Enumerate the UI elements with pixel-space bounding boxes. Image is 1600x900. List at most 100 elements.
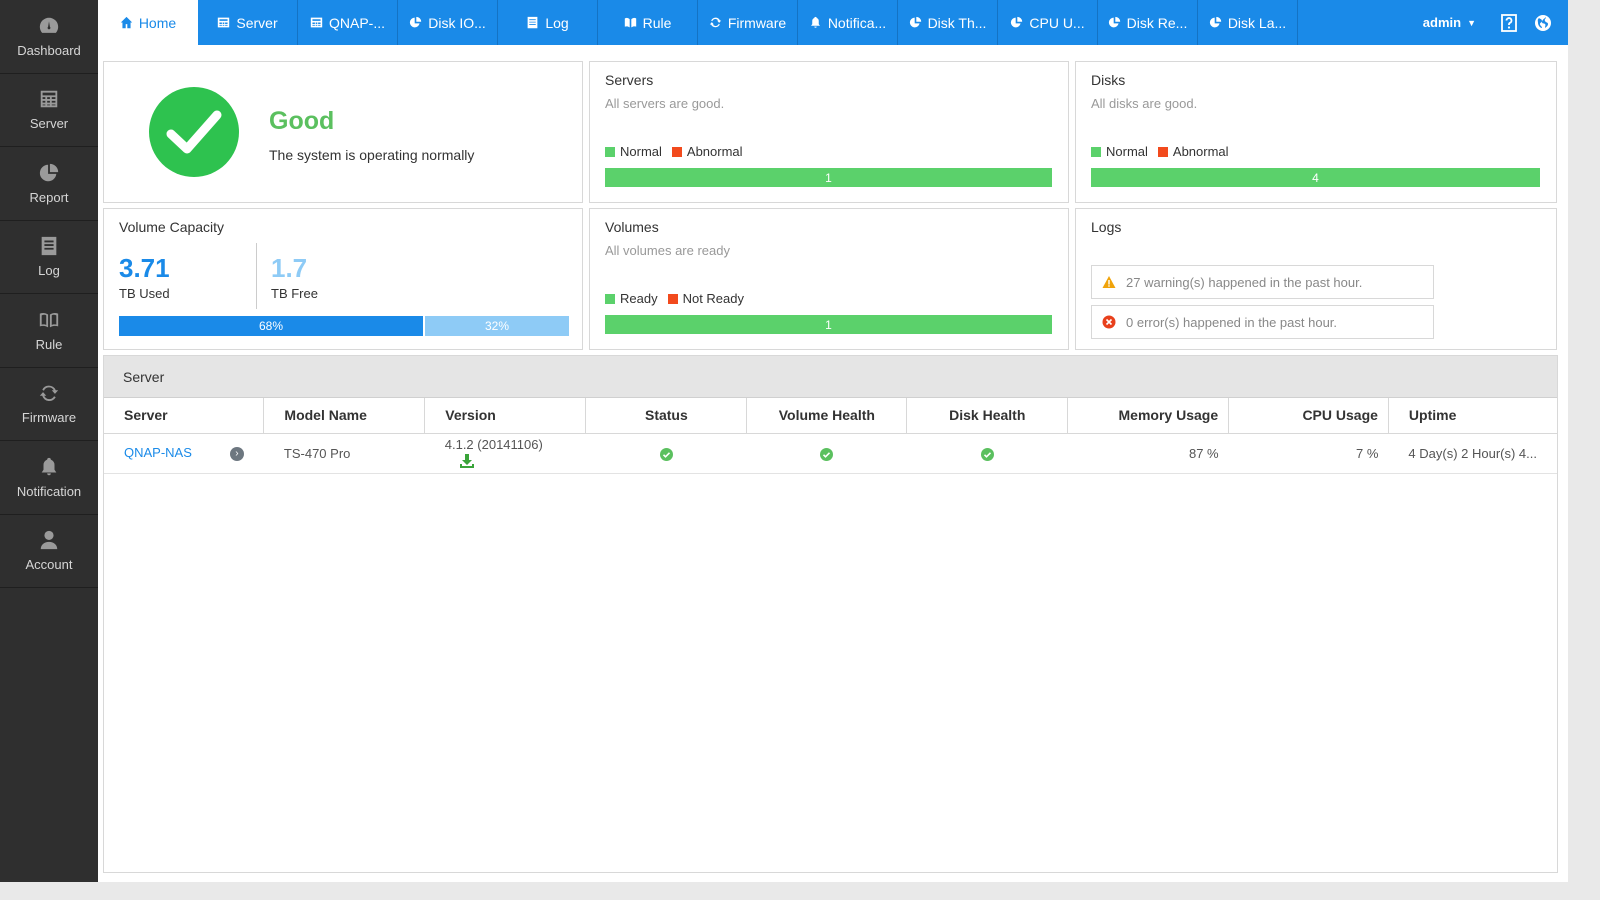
status-text: The system is operating normally xyxy=(269,147,475,163)
tab-label: Server xyxy=(236,14,278,31)
sidebar-item-report[interactable]: Report xyxy=(0,147,98,221)
system-status-card: Good The system is operating normally xyxy=(103,61,583,203)
sidebar-item-server[interactable]: Server xyxy=(0,74,98,147)
tab-notification[interactable]: Notifica... xyxy=(798,0,898,45)
home-icon xyxy=(120,16,132,29)
card-title: Logs xyxy=(1091,219,1122,235)
version-text: 4.1.2 (20141106) xyxy=(444,437,543,453)
volumes-status-bar[interactable]: 1 xyxy=(605,315,1052,334)
legend: Ready Not Ready xyxy=(605,291,754,306)
volume-health-cell xyxy=(746,433,907,474)
version-cell: 4.1.2 (20141106) xyxy=(424,433,586,474)
sidebar-item-label: Rule xyxy=(35,336,63,352)
servers-card: Servers All servers are good. Normal Abn… xyxy=(589,61,1069,203)
tab-label: QNAP-... xyxy=(328,14,385,31)
card-subtitle: All volumes are ready xyxy=(605,243,730,258)
status-title: Good xyxy=(269,107,335,135)
uptime-cell: 4 Day(s) 2 Hour(s) 4... xyxy=(1388,433,1557,474)
book-icon xyxy=(39,312,59,328)
tab-disk-io[interactable]: Disk IO... xyxy=(398,0,498,45)
column-header-volume-health[interactable]: Volume Health xyxy=(746,398,908,434)
globe-icon[interactable] xyxy=(1534,14,1552,32)
card-title: Servers xyxy=(605,72,654,88)
tab-label: Rule xyxy=(642,14,672,31)
user-menu[interactable]: admin ▼ xyxy=(1423,15,1476,30)
tab-disk-latency[interactable]: Disk La... xyxy=(1198,0,1298,45)
column-header-uptime[interactable]: Uptime xyxy=(1388,398,1557,434)
check-circle-icon xyxy=(659,447,673,461)
tab-disk-throughput[interactable]: Disk Th... xyxy=(898,0,998,45)
error-text: 0 error(s) happened in the past hour. xyxy=(1126,314,1338,330)
user-name: admin xyxy=(1422,15,1462,30)
sidebar-item-dashboard[interactable]: Dashboard xyxy=(0,0,98,74)
volume-capacity-card: Volume Capacity 3.71 TB Used 1.7 TB Free… xyxy=(103,208,583,350)
sidebar-item-notification[interactable]: Notification xyxy=(0,441,98,515)
sidebar-item-label: Server xyxy=(29,116,69,132)
sidebar-item-rule[interactable]: Rule xyxy=(0,294,98,368)
warning-log-row[interactable]: 27 warning(s) happened in the past hour. xyxy=(1091,265,1434,299)
sidebar-item-label: Report xyxy=(29,189,69,205)
sidebar: Dashboard Server Report Log Rule Firmwar… xyxy=(0,0,98,882)
tab-cpu-usage[interactable]: CPU U... xyxy=(998,0,1098,45)
column-header-disk-health[interactable]: Disk Health xyxy=(906,398,1069,434)
tab-server[interactable]: Server xyxy=(198,0,298,45)
download-icon[interactable] xyxy=(459,453,475,469)
error-log-row[interactable]: 0 error(s) happened in the past hour. xyxy=(1091,305,1434,339)
tab-label: Disk Th... xyxy=(927,14,987,31)
column-header-memory[interactable]: Memory Usage xyxy=(1067,398,1230,434)
server-panel: Server Server Model Name Version Status … xyxy=(103,355,1558,873)
refresh-icon xyxy=(39,385,59,402)
sidebar-item-label: Notification xyxy=(16,483,82,499)
bell-icon xyxy=(810,16,820,28)
tab-log[interactable]: Log xyxy=(498,0,598,45)
tab-rule[interactable]: Rule xyxy=(598,0,698,45)
server-icon xyxy=(310,17,323,28)
server-link[interactable]: QNAP-NAS xyxy=(124,445,192,460)
card-title: Volumes xyxy=(605,219,659,235)
sidebar-item-label: Account xyxy=(25,557,73,573)
capacity-bar: 68% 32% xyxy=(119,316,569,336)
column-header-status[interactable]: Status xyxy=(585,398,748,434)
tab-disk-response[interactable]: Disk Re... xyxy=(1098,0,1198,45)
column-header-server[interactable]: Server xyxy=(104,398,265,434)
tab-qnap[interactable]: QNAP-... xyxy=(298,0,398,45)
legend-normal: Normal xyxy=(1091,144,1148,159)
main-content: Good The system is operating normally Se… xyxy=(98,45,1568,882)
disks-status-bar[interactable]: 4 xyxy=(1091,168,1540,187)
legend-not-ready: Not Ready xyxy=(667,291,744,306)
book-icon xyxy=(624,17,636,28)
tab-home[interactable]: Home xyxy=(98,0,198,45)
capacity-used-value: 3.71 xyxy=(119,253,170,283)
tab-label: CPU U... xyxy=(1029,14,1085,31)
tab-label: Disk IO... xyxy=(428,14,486,31)
help-icon[interactable] xyxy=(1500,13,1518,32)
column-header-cpu[interactable]: CPU Usage xyxy=(1228,398,1389,434)
disks-card: Disks All disks are good. Normal Abnorma… xyxy=(1075,61,1557,203)
sidebar-item-firmware[interactable]: Firmware xyxy=(0,368,98,441)
legend-abnormal: Abnormal xyxy=(671,144,743,159)
server-cell: QNAP-NAS › xyxy=(104,433,264,474)
pie-chart-icon xyxy=(39,163,59,181)
sidebar-item-account[interactable]: Account xyxy=(0,515,98,588)
tab-label: Disk La... xyxy=(1227,14,1287,31)
error-icon xyxy=(1102,315,1116,329)
legend: Normal Abnormal xyxy=(1091,144,1239,159)
tab-label: Notifica... xyxy=(827,14,887,31)
refresh-icon xyxy=(709,17,722,28)
check-circle-icon xyxy=(820,447,834,461)
servers-status-bar[interactable]: 1 xyxy=(605,168,1052,187)
sidebar-item-log[interactable]: Log xyxy=(0,221,98,294)
document-icon xyxy=(41,237,57,256)
model-cell: TS-470 Pro xyxy=(263,433,425,474)
column-header-version[interactable]: Version xyxy=(424,398,587,434)
capacity-free-label: TB Free xyxy=(271,286,318,301)
legend-abnormal: Abnormal xyxy=(1157,144,1229,159)
chevron-right-icon[interactable]: › xyxy=(229,447,244,461)
tab-firmware[interactable]: Firmware xyxy=(698,0,798,45)
column-header-model[interactable]: Model Name xyxy=(263,398,426,434)
sidebar-item-label: Firmware xyxy=(21,410,77,426)
disk-health-cell xyxy=(906,433,1068,474)
table-row: QNAP-NAS › TS-470 Pro 4.1.2 (20141106) xyxy=(104,433,1557,474)
caret-down-icon: ▼ xyxy=(1467,17,1476,28)
server-icon xyxy=(218,17,230,28)
